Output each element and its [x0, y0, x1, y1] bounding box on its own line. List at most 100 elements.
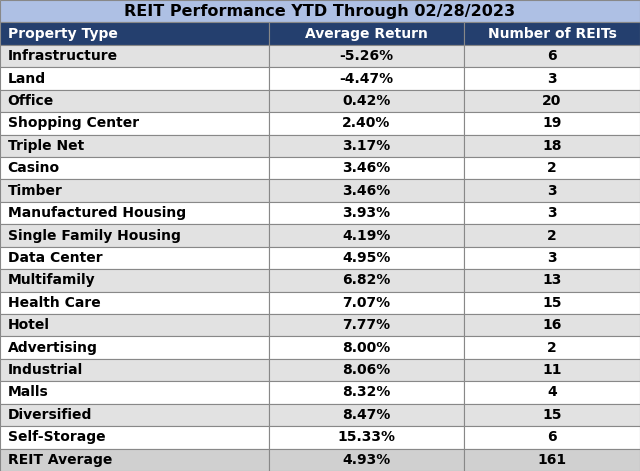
Bar: [269, 224, 464, 247]
Text: 15: 15: [542, 296, 562, 310]
Bar: [269, 247, 464, 269]
Bar: [269, 89, 464, 112]
Text: Infrastructure: Infrastructure: [8, 49, 118, 63]
Text: 6: 6: [547, 49, 557, 63]
Bar: [0, 202, 269, 224]
Bar: [269, 179, 464, 202]
Bar: [0, 448, 269, 471]
Text: Shopping Center: Shopping Center: [8, 116, 139, 130]
Text: 3.46%: 3.46%: [342, 184, 390, 198]
Text: 3: 3: [547, 72, 557, 86]
Bar: [0, 359, 269, 382]
Bar: [269, 292, 464, 314]
Bar: [0, 179, 269, 202]
Text: Office: Office: [8, 94, 54, 108]
Bar: [464, 67, 640, 89]
Text: Single Family Housing: Single Family Housing: [8, 228, 180, 243]
Text: Average Return: Average Return: [305, 27, 428, 41]
Text: 13: 13: [542, 273, 562, 287]
Text: 3.17%: 3.17%: [342, 139, 390, 153]
Bar: [0, 426, 269, 448]
Text: 2: 2: [547, 161, 557, 175]
Text: 7.77%: 7.77%: [342, 318, 390, 332]
Bar: [269, 135, 464, 157]
Text: REIT Performance YTD Through 02/28/2023: REIT Performance YTD Through 02/28/2023: [124, 4, 516, 19]
Text: Malls: Malls: [8, 385, 49, 399]
Bar: [0, 224, 269, 247]
Bar: [0, 247, 269, 269]
Bar: [464, 224, 640, 247]
Bar: [0, 404, 269, 426]
Text: Timber: Timber: [8, 184, 63, 198]
Text: 18: 18: [542, 139, 562, 153]
Text: Triple Net: Triple Net: [8, 139, 84, 153]
Text: 2: 2: [547, 228, 557, 243]
Bar: [0, 314, 269, 336]
Bar: [269, 426, 464, 448]
Bar: [0, 336, 269, 359]
Bar: [269, 382, 464, 404]
Text: 15.33%: 15.33%: [337, 430, 396, 444]
Text: 19: 19: [542, 116, 562, 130]
Bar: [0, 23, 269, 45]
Bar: [0, 157, 269, 179]
Text: 7.07%: 7.07%: [342, 296, 390, 310]
Bar: [464, 112, 640, 135]
Bar: [269, 202, 464, 224]
Bar: [464, 157, 640, 179]
Text: 4.93%: 4.93%: [342, 453, 390, 467]
Bar: [464, 247, 640, 269]
Bar: [269, 336, 464, 359]
Text: -4.47%: -4.47%: [339, 72, 394, 86]
Text: -5.26%: -5.26%: [339, 49, 394, 63]
Text: Data Center: Data Center: [8, 251, 102, 265]
Text: 4.19%: 4.19%: [342, 228, 390, 243]
Text: Property Type: Property Type: [8, 27, 118, 41]
Text: Diversified: Diversified: [8, 408, 92, 422]
Bar: [269, 314, 464, 336]
Text: Hotel: Hotel: [8, 318, 50, 332]
Text: 6: 6: [547, 430, 557, 444]
Bar: [269, 112, 464, 135]
Bar: [269, 45, 464, 67]
Text: 3: 3: [547, 251, 557, 265]
Bar: [0, 89, 269, 112]
Bar: [464, 336, 640, 359]
Bar: [0, 135, 269, 157]
Bar: [464, 426, 640, 448]
Text: Casino: Casino: [8, 161, 60, 175]
Text: 2: 2: [547, 341, 557, 355]
Bar: [0, 45, 269, 67]
Bar: [464, 179, 640, 202]
Text: Health Care: Health Care: [8, 296, 100, 310]
Bar: [0, 269, 269, 292]
Text: 4.95%: 4.95%: [342, 251, 390, 265]
Bar: [0, 112, 269, 135]
Text: 15: 15: [542, 408, 562, 422]
Text: REIT Average: REIT Average: [8, 453, 112, 467]
Text: 8.32%: 8.32%: [342, 385, 390, 399]
Bar: [464, 404, 640, 426]
Text: 8.00%: 8.00%: [342, 341, 390, 355]
Bar: [464, 359, 640, 382]
Text: 0.42%: 0.42%: [342, 94, 390, 108]
Bar: [464, 314, 640, 336]
Text: 4: 4: [547, 385, 557, 399]
Text: Multifamily: Multifamily: [8, 273, 95, 287]
Bar: [269, 269, 464, 292]
Bar: [269, 404, 464, 426]
Text: 11: 11: [542, 363, 562, 377]
Bar: [464, 292, 640, 314]
Bar: [0, 292, 269, 314]
Text: 8.47%: 8.47%: [342, 408, 390, 422]
Text: 3: 3: [547, 206, 557, 220]
Bar: [0, 67, 269, 89]
Text: 8.06%: 8.06%: [342, 363, 390, 377]
Text: Number of REITs: Number of REITs: [488, 27, 616, 41]
Text: 20: 20: [542, 94, 562, 108]
Text: 6.82%: 6.82%: [342, 273, 390, 287]
Bar: [0, 382, 269, 404]
Bar: [464, 202, 640, 224]
Text: 3.93%: 3.93%: [342, 206, 390, 220]
Text: Self-Storage: Self-Storage: [8, 430, 106, 444]
